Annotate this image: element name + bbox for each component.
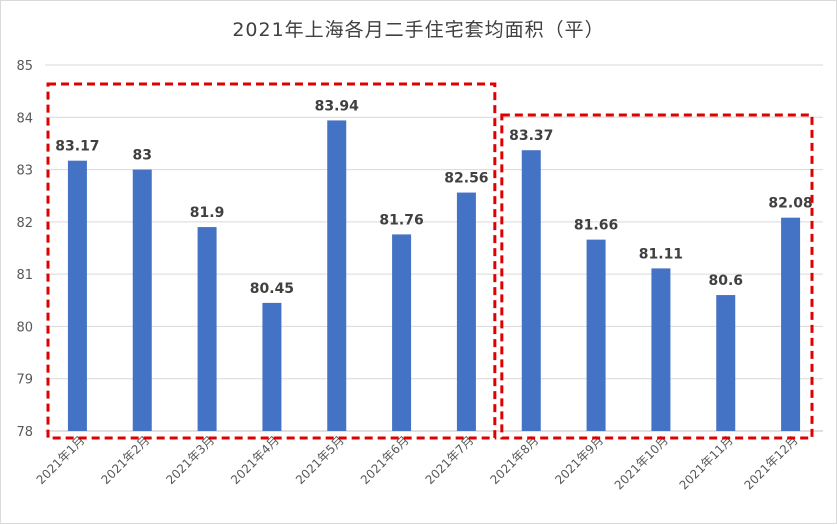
highlight-box bbox=[500, 113, 814, 440]
data-label: 83.94 bbox=[315, 98, 360, 114]
y-tick-label: 84 bbox=[16, 111, 33, 126]
data-label: 81.11 bbox=[639, 246, 683, 262]
data-label: 82.56 bbox=[444, 171, 488, 187]
y-tick-label: 82 bbox=[16, 216, 33, 231]
chart-title: 2021年上海各月二手住宅套均面积（平） bbox=[232, 19, 605, 41]
y-tick-label: 80 bbox=[16, 320, 33, 335]
bar bbox=[716, 295, 736, 431]
x-tick-label: 2021年7月 bbox=[423, 433, 477, 487]
data-label: 81.76 bbox=[379, 212, 423, 228]
x-tick-label: 2021年1月 bbox=[34, 433, 88, 487]
x-tick-label: 2021年2月 bbox=[98, 433, 152, 487]
x-tick-label: 2021年9月 bbox=[552, 433, 606, 487]
y-tick-label: 81 bbox=[16, 268, 33, 283]
bar bbox=[456, 192, 476, 431]
bar bbox=[586, 239, 606, 431]
bar bbox=[521, 150, 541, 431]
x-tick-label: 2021年6月 bbox=[358, 433, 412, 487]
y-tick-label: 79 bbox=[16, 373, 33, 388]
data-label: 81.66 bbox=[574, 218, 618, 234]
data-label: 80.6 bbox=[708, 273, 743, 289]
x-tick-label: 2021年11月 bbox=[677, 433, 736, 492]
y-tick-label: 83 bbox=[16, 164, 33, 179]
bar bbox=[651, 268, 671, 431]
data-label: 83 bbox=[133, 148, 152, 164]
highlight-box bbox=[46, 82, 497, 440]
x-tick-label: 2021年4月 bbox=[228, 433, 282, 487]
bar bbox=[327, 120, 347, 432]
data-label: 83.37 bbox=[509, 128, 553, 144]
data-label: 83.17 bbox=[55, 139, 99, 155]
x-tick-label: 2021年8月 bbox=[487, 433, 541, 487]
x-tick-label: 2021年12月 bbox=[741, 433, 800, 492]
data-label: 81.9 bbox=[190, 205, 225, 221]
bar bbox=[132, 169, 152, 432]
data-label: 82.08 bbox=[768, 196, 812, 212]
x-tick-label: 2021年5月 bbox=[293, 433, 347, 487]
y-tick-label: 78 bbox=[16, 425, 33, 440]
bar bbox=[392, 234, 412, 431]
data-label: 80.45 bbox=[250, 281, 294, 297]
y-tick-label: 85 bbox=[16, 59, 33, 74]
bar bbox=[262, 302, 282, 431]
bar bbox=[67, 160, 87, 431]
x-tick-label: 2021年10月 bbox=[612, 433, 671, 492]
x-tick-label: 2021年3月 bbox=[163, 433, 217, 487]
bar bbox=[781, 217, 801, 431]
bar bbox=[197, 227, 217, 431]
